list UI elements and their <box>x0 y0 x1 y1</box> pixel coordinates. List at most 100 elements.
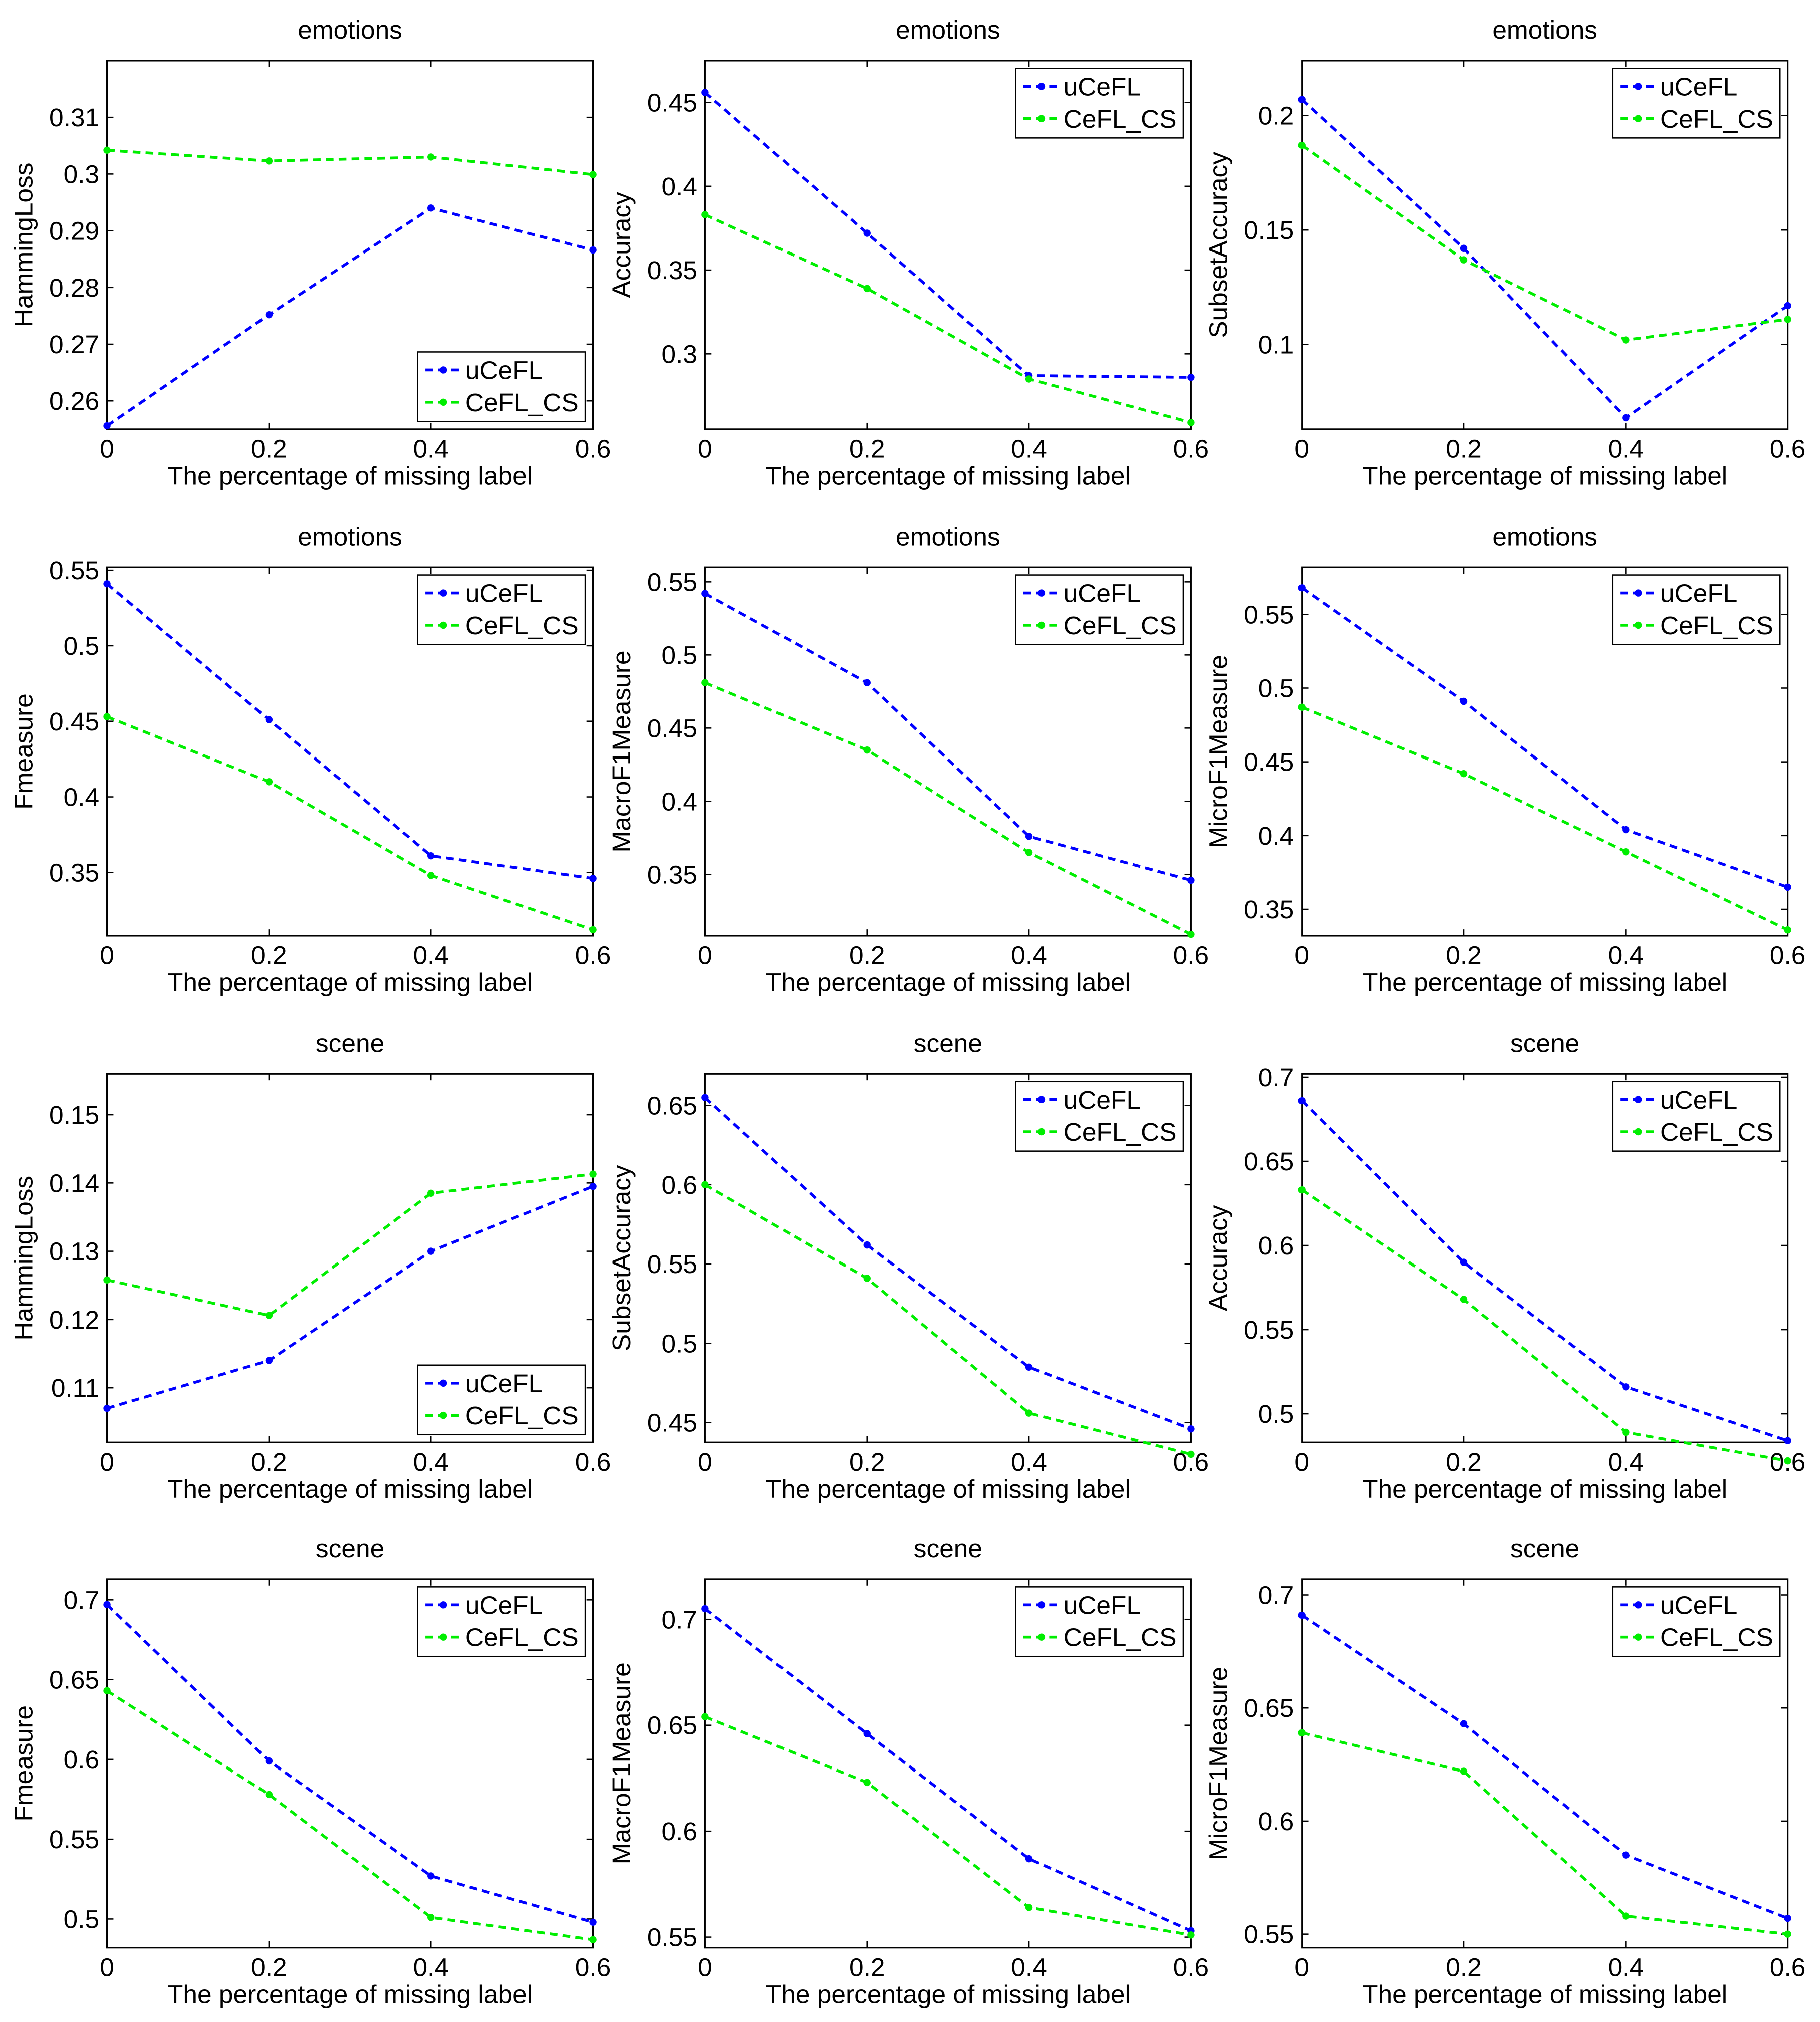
x-tick-label: 0.4 <box>1608 941 1644 970</box>
data-point <box>1784 1437 1791 1445</box>
x-tick-label: 0.4 <box>1011 941 1047 970</box>
legend-box <box>1015 1081 1184 1152</box>
x-tick-label: 0 <box>1294 1952 1309 1981</box>
legend-label: uCeFL <box>1660 1590 1737 1619</box>
data-point <box>1784 883 1791 891</box>
data-point <box>103 1404 111 1412</box>
data-point <box>1187 373 1195 381</box>
legend-marker <box>1037 83 1046 90</box>
y-tick-label: 0.7 <box>64 1585 100 1614</box>
x-axis-label: The percentage of missing label <box>167 1979 533 2008</box>
data-point <box>265 311 273 319</box>
data-point <box>1622 1428 1630 1436</box>
x-tick-label: 0.2 <box>849 1447 885 1476</box>
series-line <box>1301 587 1788 889</box>
data-point <box>863 1275 871 1282</box>
legend-box <box>417 574 586 645</box>
x-axis-label: The percentage of missing label <box>1362 461 1727 490</box>
y-tick-label: 0.3 <box>661 339 697 368</box>
y-axis-label: MicroF1Measure <box>1203 1667 1232 1860</box>
y-tick-label: 0.15 <box>1244 215 1294 244</box>
x-tick-label: 0.6 <box>1770 941 1806 970</box>
x-axis-label: The percentage of missing label <box>1362 968 1727 997</box>
series-line <box>704 1096 1192 1430</box>
legend-marker <box>439 1411 447 1419</box>
chart-title: scene <box>1510 1534 1579 1563</box>
data-point <box>701 1094 709 1101</box>
data-point <box>1460 1296 1468 1303</box>
data-point <box>1784 302 1791 310</box>
y-tick-label: 0.26 <box>49 386 99 415</box>
data-point <box>103 146 111 154</box>
x-tick-label: 0.4 <box>413 1952 449 1981</box>
y-tick-label: 0.45 <box>647 1408 697 1437</box>
y-axis-label: MicroF1Measure <box>1203 655 1232 848</box>
x-tick-label: 0 <box>100 434 114 463</box>
subplot: 0 0.2 0.4 0.6 0.26 0.27 0.28 0.29 0.3 0.31 emotion… <box>9 15 611 490</box>
data-point <box>1025 375 1033 383</box>
y-tick-label: 0.35 <box>647 256 697 285</box>
legend-label: CeFL_CS <box>465 388 579 417</box>
data-point <box>427 1189 435 1197</box>
legend-marker <box>1037 1601 1046 1609</box>
y-tick-label: 0.4 <box>1258 821 1294 850</box>
y-axis-label: Accuracy <box>1203 1205 1232 1311</box>
data-point <box>103 580 111 588</box>
legend-marker <box>1037 589 1046 597</box>
y-tick-label: 0.55 <box>49 1825 99 1854</box>
data-point <box>427 153 435 161</box>
series-line <box>704 91 1191 379</box>
data-point <box>589 1918 597 1926</box>
legend-marker <box>1635 1633 1642 1641</box>
x-tick-label: 0.2 <box>849 434 885 463</box>
data-point <box>1187 1425 1195 1433</box>
x-axis-label: The percentage of missing label <box>765 1979 1131 2008</box>
legend-box <box>1015 68 1184 139</box>
subplot: 0 0.2 0.4 0.6 0.5 0.55 0.6 0.65 0.7 scene The perc… <box>9 1534 611 2008</box>
x-axis-label: The percentage of missing label <box>1362 1474 1727 1503</box>
data-point <box>1622 826 1630 834</box>
data-point <box>427 1914 435 1921</box>
series-line <box>106 1172 593 1317</box>
subplot: 0 0.2 0.4 0.6 0.1 0.15 0.2 emotions The percenta… <box>1203 15 1805 490</box>
data-point <box>863 229 871 237</box>
y-tick-label: 0.29 <box>49 216 99 245</box>
y-tick-label: 0.4 <box>661 787 697 816</box>
data-point <box>1460 1720 1468 1728</box>
data-point <box>1460 770 1468 778</box>
series-line <box>106 583 593 880</box>
data-point <box>103 1276 111 1284</box>
data-point <box>1298 96 1306 103</box>
data-point <box>701 1605 709 1613</box>
legend-box <box>1015 574 1184 645</box>
x-tick-label: 0.6 <box>575 434 611 463</box>
y-tick-label: 0.35 <box>1244 895 1294 924</box>
y-axis-label: MacroF1Measure <box>607 651 636 853</box>
x-tick-label: 0.6 <box>1770 434 1806 463</box>
legend-label: CeFL_CS <box>465 1401 579 1430</box>
subplot: 0 0.2 0.4 0.6 0.35 0.4 0.45 0.5 0.55 emotions The … <box>1203 522 1805 996</box>
legend-label: CeFL_CS <box>1064 1623 1177 1652</box>
series-line <box>704 213 1192 424</box>
x-tick-label: 0 <box>698 1447 712 1476</box>
y-tick-label: 0.35 <box>647 860 697 889</box>
series-line <box>704 592 1192 882</box>
y-tick-label: 0.13 <box>49 1237 99 1266</box>
legend-label: CeFL_CS <box>465 611 579 640</box>
legend-marker <box>1635 83 1642 90</box>
chart-title: scene <box>316 1534 384 1563</box>
data-point <box>1622 414 1630 422</box>
legend-label: uCeFL <box>465 1590 543 1619</box>
y-tick-label: 0.3 <box>64 159 100 188</box>
series-line <box>1301 1614 1788 1920</box>
subplot: 0 0.2 0.4 0.6 0.55 0.6 0.65 0.7 scene The percent… <box>1203 1534 1805 2008</box>
data-point <box>1460 256 1468 264</box>
data-point <box>1622 1383 1630 1391</box>
subplot: 0 0.2 0.4 0.6 0.3 0.35 0.4 0.45 emotions The perc… <box>607 15 1209 490</box>
plot-area <box>704 566 1192 937</box>
series-line <box>1301 98 1789 420</box>
x-tick-label: 0.4 <box>1011 434 1047 463</box>
